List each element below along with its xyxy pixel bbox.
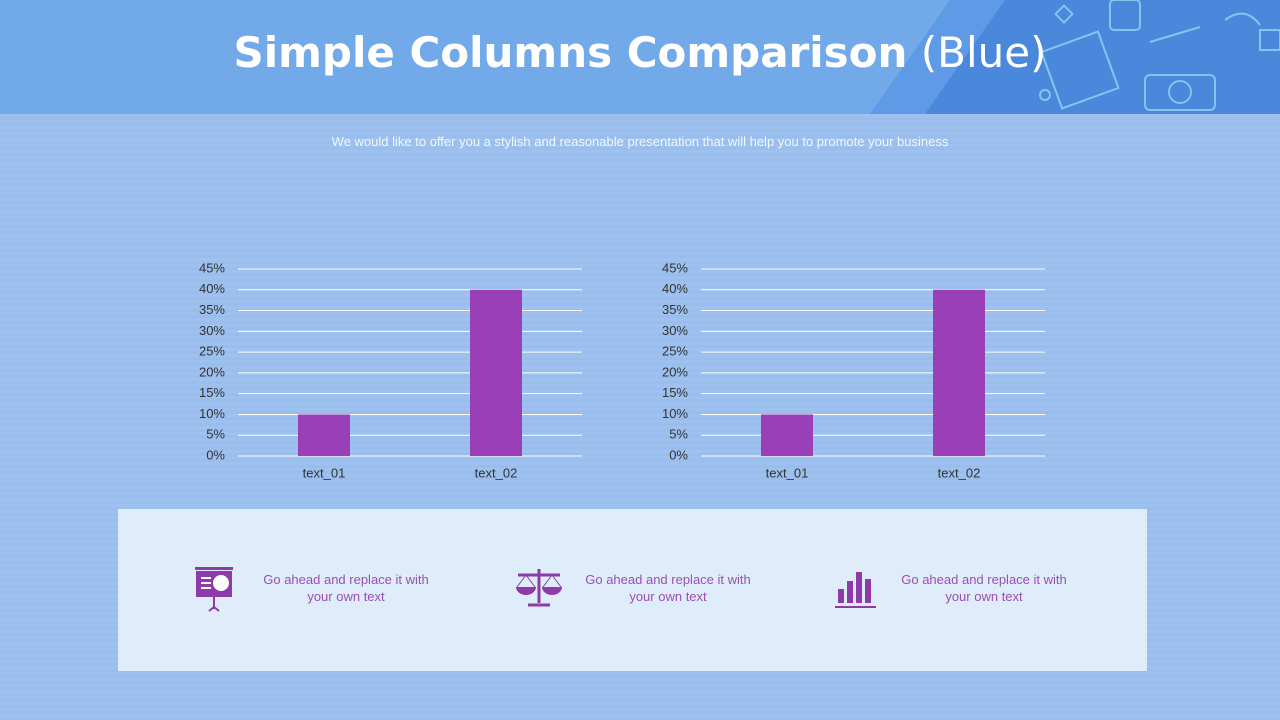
title-suffix: (Blue) xyxy=(920,28,1047,77)
feature-text: Go ahead and replace it with your own te… xyxy=(585,572,751,604)
y-tick-label: 0% xyxy=(669,447,688,462)
bar xyxy=(470,289,522,456)
y-tick-label: 15% xyxy=(199,385,225,400)
header-decoration xyxy=(870,0,1280,114)
presentation-icon xyxy=(195,567,233,612)
x-tick-label: text_02 xyxy=(475,465,518,480)
title: Simple Columns Comparison (Blue) xyxy=(0,28,1280,77)
y-tick-label: 25% xyxy=(662,344,688,359)
y-tick-label: 30% xyxy=(662,323,688,338)
y-tick-label: 35% xyxy=(199,302,225,317)
y-tick-label: 35% xyxy=(662,302,688,317)
scales-icon xyxy=(516,569,562,607)
subtitle: We would like to offer you a stylish and… xyxy=(331,134,949,149)
y-tick-label: 20% xyxy=(662,364,688,379)
x-tick-label: text_02 xyxy=(938,465,981,480)
y-tick-label: 45% xyxy=(662,260,688,275)
y-tick-label: 30% xyxy=(199,323,225,338)
x-tick-label: text_01 xyxy=(303,465,346,480)
header: Simple Columns Comparison (Blue) xyxy=(0,0,1280,114)
y-tick-label: 5% xyxy=(206,427,225,442)
charts: 0% 5% 10% 15% 20% 25% 30% 35% 40% 45% text_01 text_… xyxy=(198,260,985,481)
bar-chart-icon xyxy=(835,572,876,608)
bar xyxy=(761,414,813,456)
y-tick-label: 15% xyxy=(662,385,688,400)
y-tick-label: 40% xyxy=(662,281,688,296)
feature-panel: Go ahead and replace it with your own te… xyxy=(118,509,1147,671)
x-tick-label: text_01 xyxy=(766,465,809,480)
y-tick-label: 20% xyxy=(199,364,225,379)
y-tick-label: 5% xyxy=(669,427,688,442)
y-tick-label: 45% xyxy=(199,260,225,275)
title-main: Simple Columns Comparison xyxy=(233,28,908,77)
y-tick-label: 10% xyxy=(199,406,225,421)
y-tick-label: 25% xyxy=(199,344,225,359)
y-tick-label: 0% xyxy=(206,447,225,462)
y-tick-label: 10% xyxy=(662,406,688,421)
bar xyxy=(298,414,350,456)
feature-text: Go ahead and replace it with your own te… xyxy=(901,572,1067,604)
y-tick-label: 40% xyxy=(199,281,225,296)
feature-text: Go ahead and replace it with your own te… xyxy=(263,572,429,604)
bar xyxy=(933,289,985,456)
